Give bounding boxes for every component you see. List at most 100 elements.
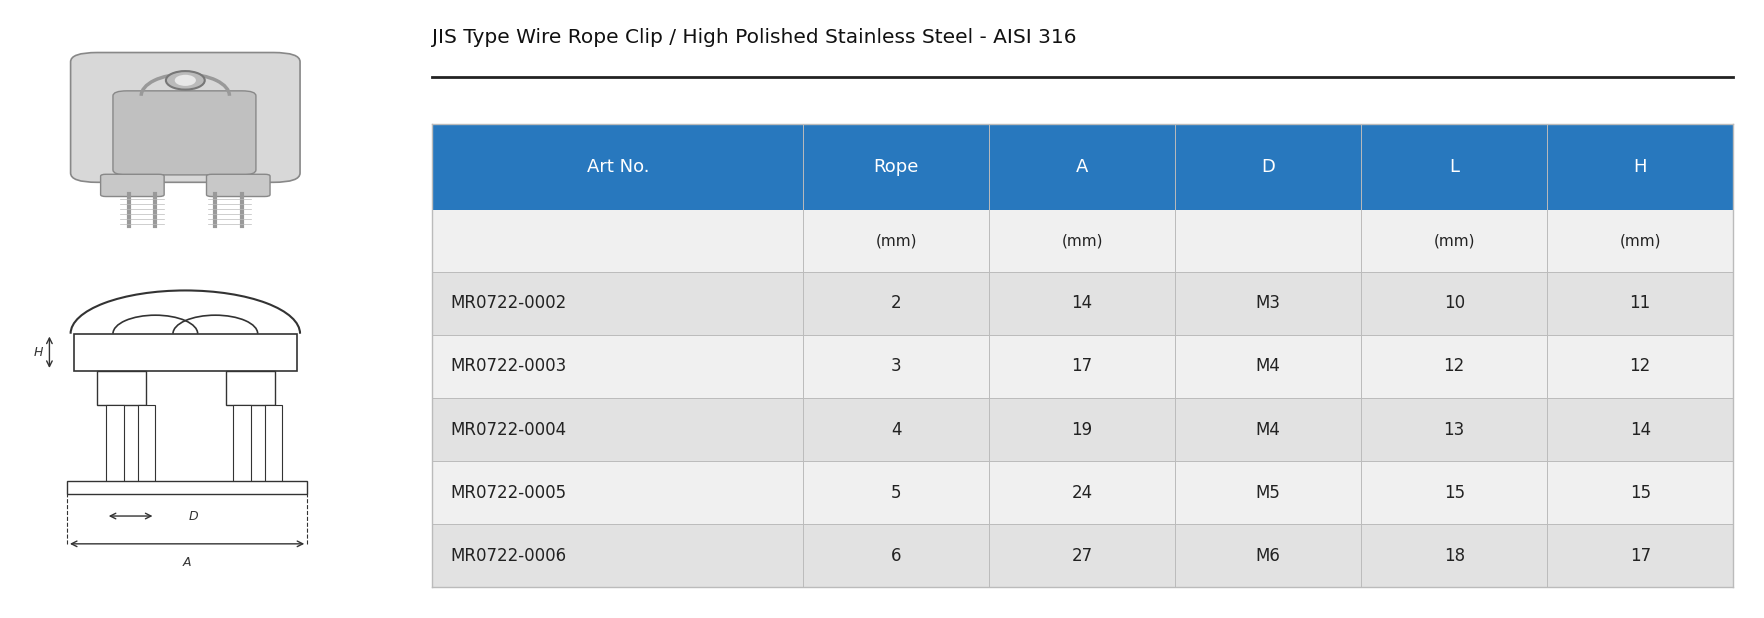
Bar <box>988 398 1175 461</box>
Text: H: H <box>1632 158 1646 176</box>
Text: MR0722-0005: MR0722-0005 <box>450 483 566 502</box>
Text: L: L <box>1448 158 1459 176</box>
Text: M4: M4 <box>1254 357 1281 376</box>
Bar <box>74 334 296 371</box>
Bar <box>265 405 282 482</box>
Bar <box>1360 461 1547 524</box>
Bar <box>1360 524 1547 587</box>
Bar <box>1175 524 1360 587</box>
Bar <box>106 405 123 482</box>
Text: MR0722-0002: MR0722-0002 <box>450 294 566 313</box>
Bar <box>1547 524 1732 587</box>
Bar <box>988 335 1175 398</box>
Text: 6: 6 <box>891 546 901 565</box>
Text: Art No.: Art No. <box>586 158 649 176</box>
Bar <box>988 524 1175 587</box>
Bar <box>432 398 803 461</box>
Bar <box>988 272 1175 335</box>
Bar <box>1175 272 1360 335</box>
Text: 10: 10 <box>1443 294 1464 313</box>
Bar <box>1175 461 1360 524</box>
Bar <box>988 124 1175 210</box>
Bar <box>138 405 155 482</box>
Text: 11: 11 <box>1628 294 1649 313</box>
Bar <box>1175 335 1360 398</box>
Text: 15: 15 <box>1628 483 1649 502</box>
Bar <box>1175 124 1360 210</box>
Text: MR0722-0006: MR0722-0006 <box>450 546 566 565</box>
Bar <box>1547 124 1732 210</box>
Ellipse shape <box>175 75 196 86</box>
Ellipse shape <box>166 71 205 90</box>
Text: MR0722-0004: MR0722-0004 <box>450 420 566 439</box>
Text: A: A <box>1076 158 1088 176</box>
Bar <box>1175 210 1360 272</box>
Bar <box>803 272 988 335</box>
Text: M6: M6 <box>1254 546 1281 565</box>
Bar <box>803 210 988 272</box>
Text: 14: 14 <box>1628 420 1649 439</box>
Text: (mm): (mm) <box>1619 234 1660 248</box>
Text: D: D <box>189 509 198 523</box>
Text: 12: 12 <box>1443 357 1464 376</box>
Bar <box>233 405 250 482</box>
Bar <box>1547 272 1732 335</box>
Bar <box>1547 210 1732 272</box>
Text: (mm): (mm) <box>1060 234 1102 248</box>
Text: (mm): (mm) <box>1432 234 1475 248</box>
Text: MR0722-0003: MR0722-0003 <box>450 357 566 376</box>
Text: 17: 17 <box>1628 546 1649 565</box>
FancyBboxPatch shape <box>113 91 256 175</box>
Text: M4: M4 <box>1254 420 1281 439</box>
Bar <box>432 524 803 587</box>
Text: 19: 19 <box>1071 420 1092 439</box>
Text: A: A <box>183 556 191 569</box>
Bar <box>1360 124 1547 210</box>
Text: 15: 15 <box>1443 483 1464 502</box>
Text: (mm): (mm) <box>875 234 916 248</box>
Bar <box>1547 398 1732 461</box>
Bar <box>988 210 1175 272</box>
Text: 24: 24 <box>1071 483 1092 502</box>
Bar <box>1360 335 1547 398</box>
Bar <box>1360 398 1547 461</box>
Text: Rope: Rope <box>873 158 919 176</box>
Text: JIS Type Wire Rope Clip / High Polished Stainless Steel - AISI 316: JIS Type Wire Rope Clip / High Polished … <box>432 28 1076 47</box>
Bar <box>432 272 803 335</box>
Text: 13: 13 <box>1443 420 1464 439</box>
Text: M3: M3 <box>1254 294 1281 313</box>
Text: 17: 17 <box>1071 357 1092 376</box>
FancyBboxPatch shape <box>71 53 300 182</box>
Text: 4: 4 <box>891 420 901 439</box>
Text: 12: 12 <box>1628 357 1649 376</box>
Bar <box>803 124 988 210</box>
Bar <box>803 398 988 461</box>
Bar <box>803 335 988 398</box>
Bar <box>1360 210 1547 272</box>
Bar <box>432 210 803 272</box>
FancyBboxPatch shape <box>101 174 164 197</box>
Bar <box>226 371 275 405</box>
Bar <box>988 461 1175 524</box>
Bar <box>67 481 307 494</box>
FancyBboxPatch shape <box>206 174 270 197</box>
Bar <box>1547 461 1732 524</box>
Bar <box>432 335 803 398</box>
Text: 27: 27 <box>1071 546 1092 565</box>
Text: 18: 18 <box>1443 546 1464 565</box>
Bar <box>97 371 146 405</box>
Bar <box>803 461 988 524</box>
Bar <box>1547 335 1732 398</box>
Text: M5: M5 <box>1254 483 1281 502</box>
Text: 3: 3 <box>891 357 901 376</box>
Bar <box>432 124 803 210</box>
Bar <box>803 524 988 587</box>
Bar <box>1360 272 1547 335</box>
Text: 2: 2 <box>891 294 901 313</box>
Text: H: H <box>34 345 44 359</box>
Bar <box>1175 398 1360 461</box>
Text: 14: 14 <box>1071 294 1092 313</box>
Bar <box>432 461 803 524</box>
Text: D: D <box>1261 158 1274 176</box>
Text: 5: 5 <box>891 483 901 502</box>
